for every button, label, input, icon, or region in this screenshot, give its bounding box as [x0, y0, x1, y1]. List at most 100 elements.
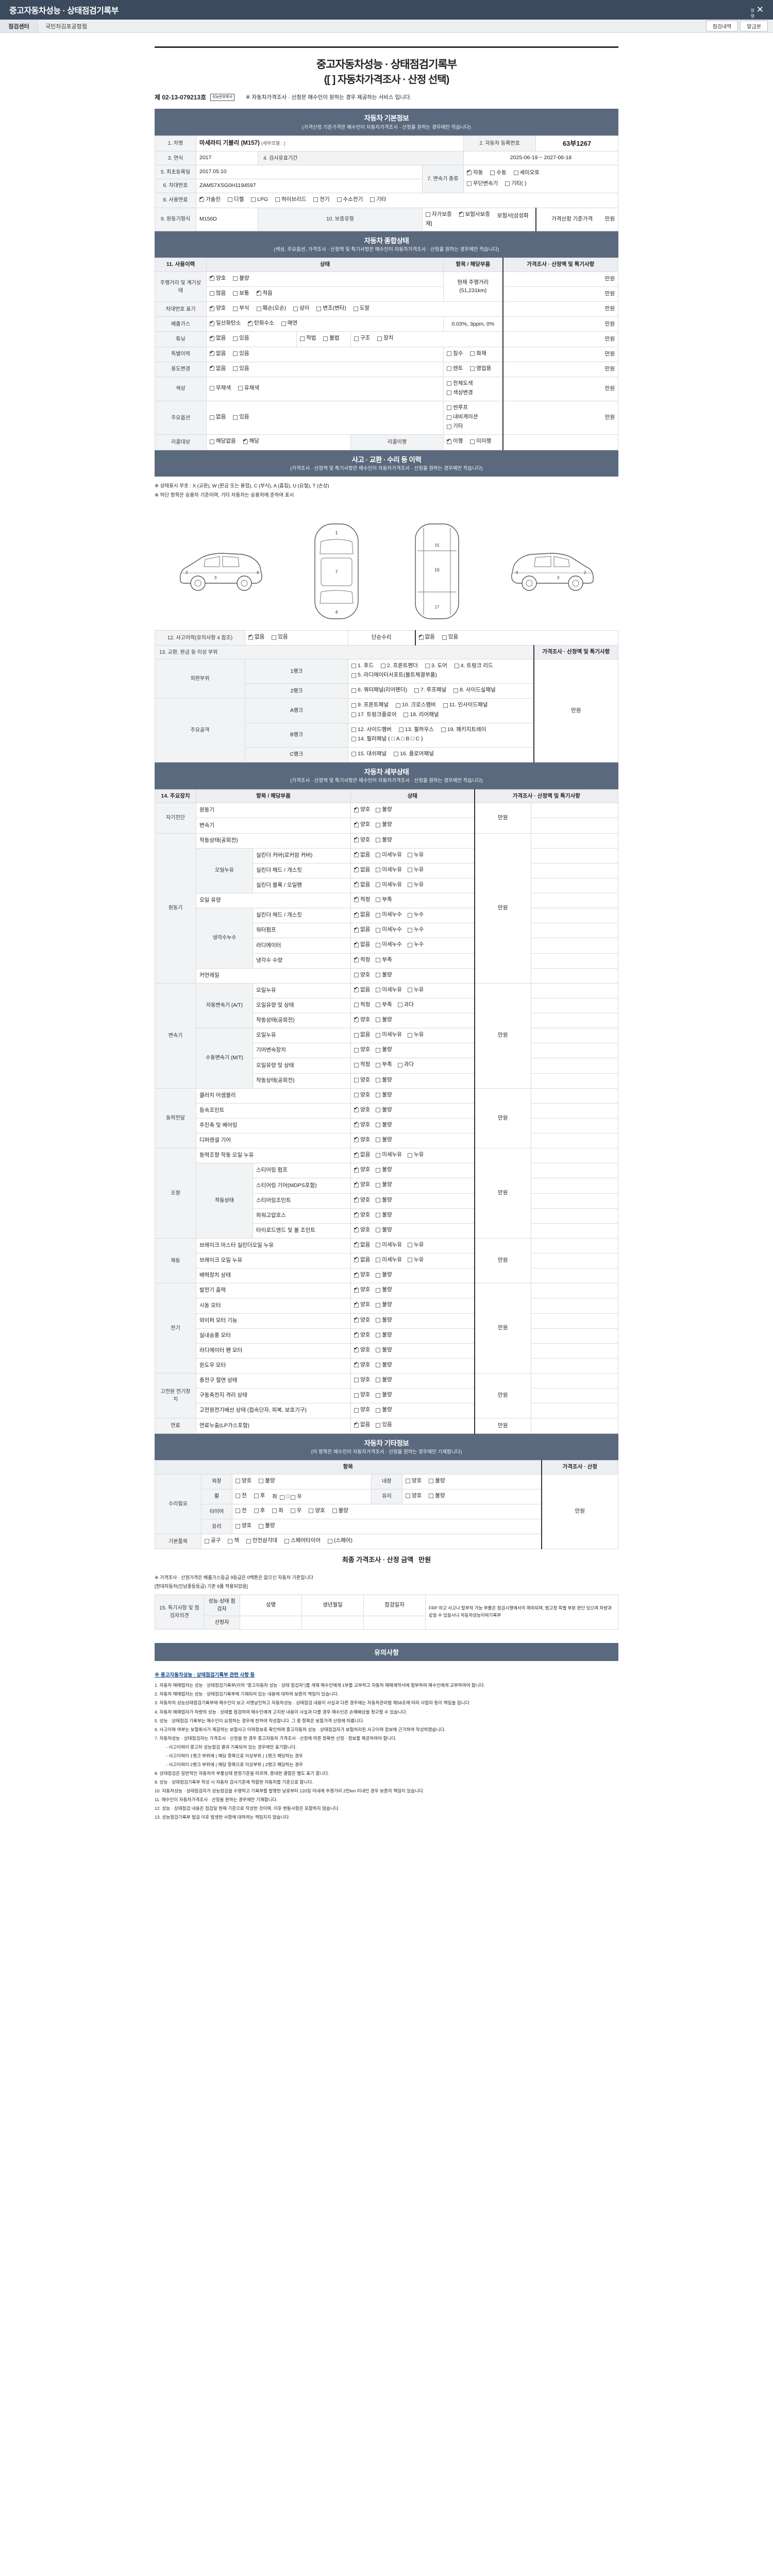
- detail-price-note[interactable]: [531, 877, 618, 894]
- detail-price-note[interactable]: [531, 1103, 618, 1118]
- state-option-없음[interactable]: 없음: [354, 881, 370, 889]
- tuning-illegal-opt[interactable]: 불법: [323, 334, 340, 343]
- state-option-없음[interactable]: 없음: [354, 851, 370, 859]
- state-option-양호[interactable]: 양호: [354, 1346, 370, 1354]
- tire-right[interactable]: 우: [290, 1507, 301, 1515]
- detail-price-note[interactable]: [531, 1117, 618, 1134]
- basic-triangle[interactable]: 안전삼각대: [246, 1537, 277, 1545]
- detail-price-note[interactable]: [531, 1133, 618, 1149]
- mileage-bad[interactable]: 불량: [233, 275, 249, 283]
- detail-price-note[interactable]: [531, 1253, 618, 1269]
- special-flood[interactable]: 침수: [447, 350, 463, 358]
- state-option-불량[interactable]: 불량: [376, 1271, 392, 1279]
- part-hood[interactable]: 1. 후드: [351, 662, 374, 670]
- detail-price-note[interactable]: [531, 1313, 618, 1329]
- wheel-rear[interactable]: 후: [254, 1492, 265, 1500]
- wheel-front[interactable]: 전: [236, 1492, 247, 1500]
- simple-repair-yes[interactable]: 있음: [442, 633, 458, 641]
- tx-opt-cvt[interactable]: 무단변속기: [467, 180, 498, 188]
- vin-damaged[interactable]: 훼손(오손): [256, 304, 286, 313]
- special-yes[interactable]: 있음: [233, 350, 249, 358]
- part-wheel-house[interactable]: 13. 휠하우스: [398, 726, 434, 734]
- state-option-양호[interactable]: 양호: [354, 1181, 370, 1189]
- state-option-불량[interactable]: 불량: [376, 836, 392, 844]
- state-option-과다[interactable]: 과다: [397, 1061, 414, 1069]
- state-option-미세누유[interactable]: 미세누유: [376, 1256, 402, 1264]
- mileage-many[interactable]: 많음: [210, 290, 226, 298]
- part-rear-panel[interactable]: 18. 리어패널: [404, 711, 439, 719]
- copy-stamp[interactable]: 성능번호복사: [210, 94, 234, 101]
- color-achromatic[interactable]: 무채색: [210, 384, 231, 393]
- detail-price-note[interactable]: [531, 953, 618, 969]
- tire-bad[interactable]: 불량: [332, 1507, 348, 1515]
- state-option-양호[interactable]: 양호: [354, 1316, 370, 1325]
- emission-co[interactable]: 일산화탄소: [210, 319, 241, 328]
- tire-left[interactable]: 좌: [272, 1507, 283, 1515]
- vin-corrosion[interactable]: 부식: [233, 304, 249, 313]
- tuning-none[interactable]: 없음: [210, 334, 226, 343]
- state-option-양호[interactable]: 양호: [354, 1106, 370, 1114]
- state-option-양호[interactable]: 양호: [354, 821, 370, 829]
- detail-price-note[interactable]: [531, 1028, 618, 1044]
- color-changed[interactable]: 색상변경: [447, 389, 473, 397]
- state-option-불량[interactable]: 불량: [376, 1301, 392, 1309]
- state-option-불량[interactable]: 불량: [376, 1121, 392, 1129]
- state-option-양호[interactable]: 양호: [354, 1226, 370, 1234]
- tx-opt-other[interactable]: 기타( ): [505, 180, 526, 188]
- state-option-불량[interactable]: 불량: [376, 821, 392, 829]
- tuning-yes[interactable]: 있음: [233, 334, 249, 343]
- detail-price-note[interactable]: [531, 862, 618, 878]
- detail-price-note[interactable]: [531, 1208, 618, 1224]
- state-option-미세누유[interactable]: 미세누유: [376, 1241, 402, 1249]
- detail-price-note[interactable]: [531, 1268, 618, 1284]
- part-inside-panel[interactable]: 11. 인사이드패널: [443, 701, 488, 709]
- state-option-미세누유[interactable]: 미세누유: [376, 1031, 402, 1039]
- glass2-good[interactable]: 양호: [236, 1522, 251, 1530]
- tuning-device[interactable]: 장치: [377, 334, 394, 343]
- fuel-opt-hybrid[interactable]: 하이브리드: [275, 196, 306, 204]
- detail-price-note[interactable]: [531, 833, 618, 849]
- part-side-member[interactable]: 12. 사이드멤버: [351, 726, 392, 734]
- part-radiator-support[interactable]: 5. 라디에이터서포트(볼트체결부품): [351, 671, 437, 680]
- part-cross-member[interactable]: 10. 크로스멤버: [395, 701, 436, 709]
- fuel-opt-diesel[interactable]: 디젤: [227, 196, 244, 204]
- state-option-불량[interactable]: 불량: [376, 1106, 392, 1114]
- mileage-normal[interactable]: 보통: [233, 290, 249, 298]
- tx-opt-semi[interactable]: 세미오토: [513, 169, 540, 177]
- tire-front[interactable]: 전: [236, 1507, 247, 1515]
- basic-jack[interactable]: 잭: [228, 1537, 239, 1545]
- state-option-양호[interactable]: 양호: [354, 1091, 370, 1099]
- state-option-없음[interactable]: 없음: [354, 986, 370, 994]
- state-option-양호[interactable]: 양호: [354, 1211, 370, 1219]
- state-option-부족[interactable]: 부족: [376, 1061, 392, 1069]
- tuning-structure[interactable]: 구조: [354, 334, 370, 343]
- state-option-부족[interactable]: 부족: [376, 956, 392, 964]
- etc-interior-bad[interactable]: 불량: [429, 1477, 445, 1485]
- state-option-누유[interactable]: 누유: [407, 1256, 424, 1264]
- state-option-양호[interactable]: 양호: [354, 1361, 370, 1369]
- warranty-opt-insurer[interactable]: 보험사보증: [459, 211, 490, 219]
- state-option-양호[interactable]: 양호: [354, 1136, 370, 1144]
- state-option-없음[interactable]: 없음: [354, 1256, 370, 1264]
- fuel-opt-lpg[interactable]: LPG: [251, 196, 268, 204]
- state-option-부족[interactable]: 부족: [376, 896, 392, 904]
- state-option-누수[interactable]: 누수: [407, 941, 424, 949]
- option-sunroof[interactable]: 썬루프: [447, 404, 468, 412]
- state-option-불량[interactable]: 불량: [376, 1136, 392, 1144]
- detail-price-note[interactable]: [531, 1358, 618, 1374]
- color-chromatic[interactable]: 유채색: [238, 384, 259, 393]
- vin-altered[interactable]: 변조(변타): [316, 304, 346, 313]
- state-option-양호[interactable]: 양호: [354, 836, 370, 844]
- option-yes[interactable]: 있음: [233, 413, 249, 421]
- state-option-누유[interactable]: 누유: [407, 851, 424, 859]
- issue-button[interactable]: 발급분: [740, 21, 768, 31]
- tuning-legal-opt[interactable]: 적법: [300, 334, 316, 343]
- sig-name-value[interactable]: [240, 1615, 302, 1630]
- state-option-양호[interactable]: 양호: [354, 1331, 370, 1340]
- mileage-good[interactable]: 양호: [210, 275, 226, 283]
- state-option-양호[interactable]: 양호: [354, 1016, 370, 1024]
- emission-smoke[interactable]: 매연: [281, 319, 297, 328]
- state-option-불량[interactable]: 불량: [376, 1091, 392, 1099]
- detail-price-note[interactable]: [531, 1418, 618, 1434]
- state-option-불량[interactable]: 불량: [376, 1286, 392, 1294]
